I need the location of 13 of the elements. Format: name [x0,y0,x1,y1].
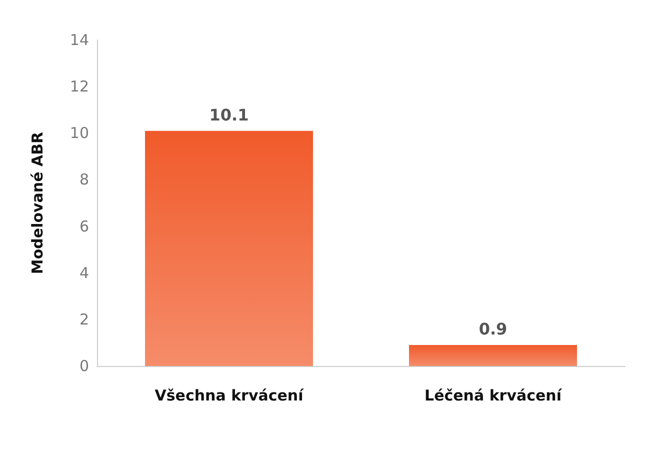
y-tick-label: 12 [70,78,89,96]
data-label: 0.9 [478,320,508,339]
y-tick-label: 10 [70,124,89,142]
y-axis-title: Modelované ABR [28,131,46,274]
x-tick-label: Všechna krvácení [154,386,304,404]
data-label: 10.1 [209,105,249,124]
y-tick-label: 2 [79,310,89,328]
y-tick-label: 4 [79,264,89,282]
y-tick-label: 14 [70,31,89,49]
y-tick-label: 0 [79,357,89,375]
y-tick-label: 6 [79,217,89,236]
x-tick-label: Léčená krvácení [424,386,562,404]
y-tick-label: 8 [79,170,89,189]
